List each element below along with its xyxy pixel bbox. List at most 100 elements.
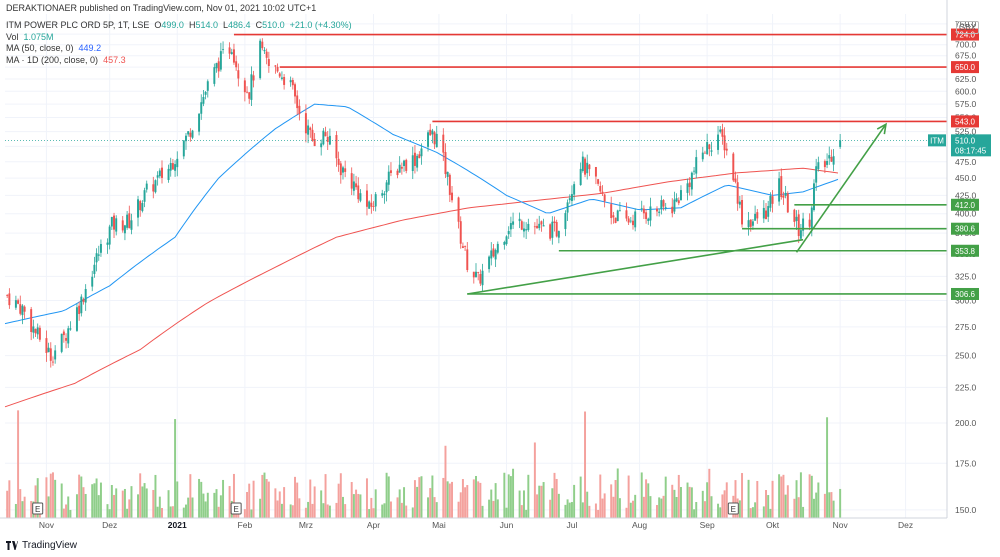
volume-legend[interactable]: Vol 1.075M	[6, 32, 54, 43]
candle-body	[673, 199, 676, 212]
candle-body	[416, 155, 419, 168]
candle-body	[588, 164, 591, 170]
volume-bar	[54, 479, 57, 518]
candle-body	[405, 159, 408, 171]
level-badge-text: 353.8	[955, 247, 976, 256]
candle-body	[813, 183, 815, 211]
candle-body	[265, 51, 268, 58]
volume-bar	[174, 419, 177, 518]
candle-body	[396, 170, 399, 176]
candle-body	[344, 168, 347, 172]
volume-bar	[839, 488, 842, 518]
x-tick-label: Nov	[39, 520, 55, 530]
candle-body	[230, 52, 233, 54]
candle-body	[106, 242, 109, 245]
volume-bar	[213, 492, 216, 518]
candle-body	[350, 173, 353, 189]
volume-bar	[418, 477, 421, 518]
candle-body	[527, 223, 530, 230]
candle-body	[202, 96, 205, 104]
candle-body	[322, 130, 325, 145]
candle-body	[444, 152, 447, 175]
candle-body	[75, 307, 78, 331]
volume-bar	[324, 474, 327, 518]
candle-body	[442, 134, 445, 153]
level-badge-412.0	[951, 198, 979, 211]
level-badge-text: 543.0	[955, 117, 976, 126]
candle-body	[82, 299, 85, 302]
tradingview-brand[interactable]: TradingView	[6, 540, 77, 551]
candle-body	[232, 49, 235, 63]
candle-body	[304, 113, 307, 134]
volume-bar	[433, 497, 436, 518]
candle-body	[309, 127, 312, 131]
volume-bar	[176, 481, 179, 518]
volume-bar	[466, 485, 469, 518]
volume-bar	[756, 480, 759, 518]
candle-body	[51, 361, 54, 363]
candle-body	[817, 162, 820, 169]
volume-bar	[810, 475, 813, 518]
candle-body	[597, 179, 600, 184]
volume-bar	[629, 502, 632, 518]
volume-bar	[627, 475, 630, 518]
currency-badge[interactable]: GBX	[956, 21, 979, 34]
candle-body	[296, 95, 299, 109]
candle-body	[542, 225, 545, 227]
candle-body	[518, 218, 521, 222]
ma200-line	[4, 167, 839, 408]
candle-body	[475, 271, 477, 277]
candle-body	[799, 230, 802, 239]
volume-bar	[507, 474, 510, 518]
candle-body	[191, 130, 194, 138]
y-tick-label: 225.0	[955, 382, 977, 392]
candle-body	[222, 49, 225, 50]
candle-body	[23, 306, 26, 312]
candle-body	[36, 327, 39, 335]
y-tick-label: 750.0	[955, 19, 977, 29]
volume-bar	[656, 505, 658, 518]
ma50-legend[interactable]: MA (50, close, 0) 449.2	[6, 43, 101, 54]
volume-bar	[509, 476, 512, 518]
volume-bar	[387, 476, 390, 518]
volume-bar	[320, 490, 323, 518]
volume-bar	[45, 477, 48, 518]
candle-body	[614, 217, 617, 223]
horizontal-levels[interactable]	[5, 33, 947, 295]
volume-bar	[80, 476, 83, 518]
candle-body	[8, 293, 11, 306]
symbol-legend[interactable]: ITM POWER PLC ORD 5P, 1T, LSE O499.0 H51…	[6, 20, 352, 30]
volume-bar	[642, 496, 645, 518]
candle-body	[612, 215, 615, 218]
volume-bar	[734, 480, 737, 518]
volume-bar	[420, 476, 423, 518]
volume-bar	[503, 472, 506, 518]
volume-bar	[464, 487, 467, 518]
volume-bar	[265, 479, 268, 518]
volume-bar	[448, 483, 451, 518]
candle-body	[509, 223, 512, 230]
volume-bar	[115, 488, 118, 518]
volume-bar	[586, 491, 589, 518]
candle-body	[60, 333, 63, 352]
y-tick-label: 325.0	[955, 271, 977, 281]
volume-bar	[512, 468, 515, 518]
candle-body	[603, 194, 606, 202]
candle-body	[747, 220, 750, 227]
candle-body	[248, 92, 251, 99]
volume-bar	[527, 474, 530, 518]
candle-body	[457, 197, 460, 222]
candle-body	[675, 198, 678, 202]
trend-lines[interactable]	[467, 122, 887, 295]
volume-bar	[307, 501, 310, 518]
candle-body	[204, 91, 207, 95]
candle-body	[145, 183, 148, 190]
candle-body	[156, 175, 159, 178]
ma200-legend[interactable]: MA · 1D (200, close, 0) 457.3	[6, 55, 126, 66]
y-tick-label: 450.0	[955, 173, 977, 183]
volume-bar	[374, 489, 377, 518]
level-badge-text: 412.0	[955, 201, 976, 210]
volume-bar	[335, 502, 338, 518]
